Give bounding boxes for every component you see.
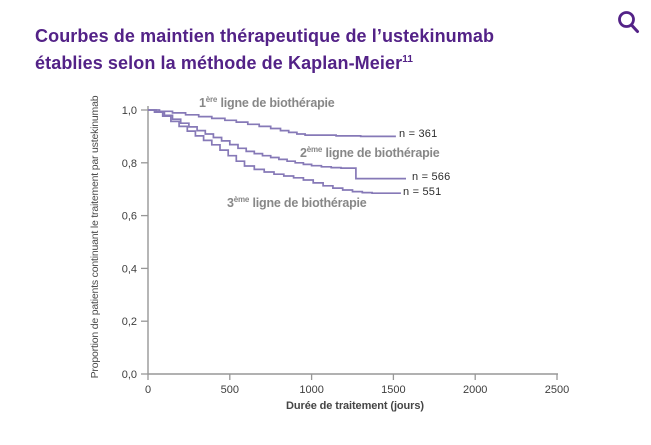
x-tick-label: 2500 (545, 384, 569, 396)
n-count-series-2: n = 566 (412, 171, 451, 183)
page-title-line2-text: établies selon la méthode de Kaplan-Meie… (35, 53, 403, 73)
series-label-3rd-line: 3ème ligne de biothérapie (227, 195, 367, 210)
search-icon (614, 11, 642, 39)
series-label-2-rest: ligne de biothérapie (322, 146, 440, 161)
series-label-3-rest: ligne de biothérapie (249, 196, 367, 211)
series-label-3-sup: ème (233, 195, 250, 204)
y-tick-label: 1,0 (122, 105, 137, 117)
y-tick-label: 0,6 (122, 211, 137, 223)
km-curve-1 (148, 109, 396, 138)
x-axis-title: Durée de traitement (jours) (286, 400, 424, 412)
series-label-3-num: 3 (227, 196, 234, 211)
y-tick-label: 0,4 (122, 263, 137, 275)
page-title-line1: Courbes de maintien thérapeutique de l’u… (35, 26, 495, 46)
x-tick-label: 1500 (381, 384, 405, 396)
n-count-series-1: n = 361 (399, 128, 438, 140)
series-label-2-num: 2 (300, 146, 307, 161)
km-curve-2 (148, 109, 406, 180)
series-label-1st-line: 1ère ligne de biothérapie (199, 95, 335, 110)
series-label-2-sup: ème (306, 145, 323, 154)
series-label-1-num: 1 (199, 96, 206, 111)
reference-superscript: 11 (402, 54, 413, 65)
x-tick-label: 500 (221, 384, 239, 396)
series-label-1-rest: ligne de biothérapie (217, 96, 335, 111)
n-count-series-3: n = 551 (403, 186, 442, 198)
y-axis-title: Proportion de patients continuant le tra… (89, 95, 101, 379)
page-title: Courbes de maintien thérapeutique de l’u… (35, 24, 610, 75)
x-tick-label: 1000 (299, 384, 323, 396)
y-tick-label: 0,0 (122, 369, 137, 381)
page-title-line2: établies selon la méthode de Kaplan-Meie… (35, 48, 610, 75)
y-tick-label: 0,8 (122, 158, 137, 170)
search-button[interactable] (612, 6, 644, 38)
series-label-1-sup: ère (205, 95, 218, 104)
x-tick-label: 0 (145, 384, 151, 396)
series-label-2nd-line: 2ème ligne de biothérapie (300, 145, 440, 160)
y-tick-label: 0,2 (122, 316, 137, 328)
x-tick-label: 2000 (463, 384, 487, 396)
km-curve-3 (148, 109, 401, 195)
